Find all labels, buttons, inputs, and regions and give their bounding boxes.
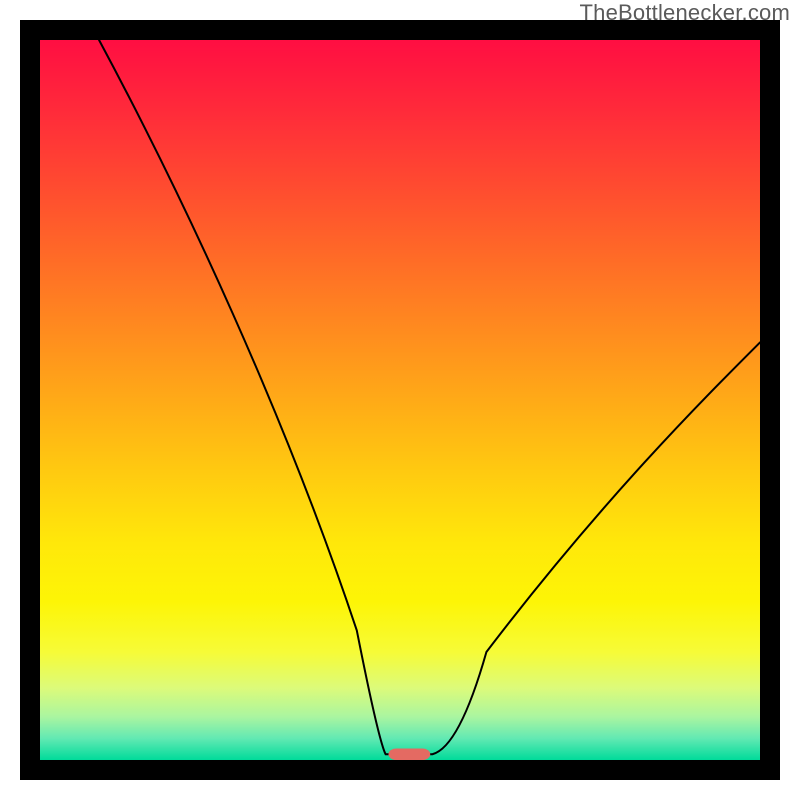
watermark-text: TheBottlenecker.com	[580, 0, 790, 26]
plot-container: TheBottlenecker.com	[0, 0, 800, 800]
optimum-marker	[388, 748, 430, 760]
bottleneck-curve	[99, 40, 760, 754]
curve-layer	[0, 0, 800, 800]
